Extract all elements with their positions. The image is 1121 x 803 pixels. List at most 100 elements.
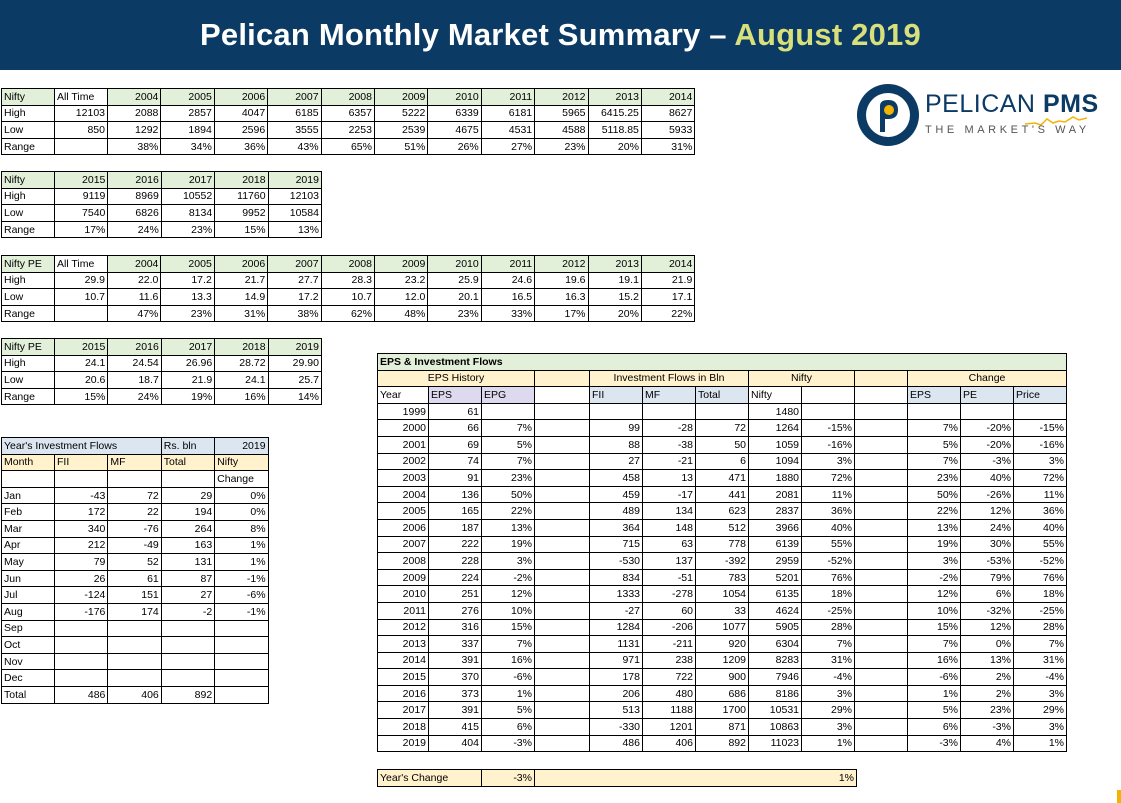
value-cell: [854, 618, 908, 637]
row-label: High: [1, 271, 55, 290]
value-cell: 10.7: [320, 288, 375, 306]
value-cell: 3%: [907, 552, 961, 570]
value-cell: 151: [107, 586, 162, 604]
value-cell: 36%: [801, 502, 855, 520]
header-row: Nifty 2015 2016 2017 2018 2019: [1, 171, 322, 189]
value-cell: 36%: [1013, 502, 1067, 520]
row-label: Range: [1, 304, 55, 323]
column-header: 2012: [534, 88, 589, 106]
total-value: 486: [53, 685, 109, 704]
value-cell: 2081: [748, 485, 802, 504]
value-cell: -15%: [801, 419, 855, 437]
month-row: Oct: [1, 636, 269, 654]
years-investment-flows-table: Year's Investment Flows Rs. bln 2019 Month F…: [1, 437, 269, 704]
table-row: Range 17% 24% 23% 15% 13%: [1, 220, 322, 239]
value-cell: 17.1: [640, 288, 696, 306]
year-row: 2011 276 10% -27 60 33 4624 -25% 10% -32% -25%: [377, 601, 1067, 620]
value-cell: [534, 568, 590, 587]
value-cell: [854, 701, 908, 720]
column-header: 2010: [427, 255, 482, 273]
value-cell: 8134: [160, 204, 216, 222]
year-row: 2008 228 3% -530 137 -392 2959 -52% 3% -53% -52%: [377, 552, 1067, 570]
value-cell: 6%: [960, 585, 1014, 603]
value-cell: 40%: [801, 518, 855, 537]
value-cell: [907, 402, 961, 421]
nifty-range-table-2004-2014: Nifty All Time 2004 2005 2006 2007 2008 2009 201…: [1, 88, 696, 156]
value-cell: 1209: [695, 651, 749, 670]
value-cell: 391: [428, 701, 482, 720]
value-cell: [107, 652, 162, 671]
month-row: Jun 26 61 87 -1%: [1, 569, 269, 588]
value-cell: [534, 485, 590, 504]
value-cell: [854, 734, 908, 753]
value-cell: 5%: [481, 435, 535, 454]
pelican-logo-icon: [857, 84, 919, 146]
value-cell: 337: [428, 635, 482, 653]
value-cell: [854, 585, 908, 603]
year-cell: 2007: [377, 535, 429, 554]
value-cell: [854, 568, 908, 587]
value-cell: [1013, 402, 1067, 421]
value-cell: 415: [428, 718, 482, 736]
value-cell: 10531: [748, 701, 802, 720]
row-label: Range: [1, 137, 55, 156]
column-header: 2005: [160, 255, 215, 273]
value-cell: -16%: [1013, 435, 1067, 454]
value-cell: 1264: [748, 419, 802, 437]
column-header: 2006: [213, 88, 269, 106]
column-header: All Time: [54, 88, 108, 106]
value-cell: 18%: [801, 585, 855, 603]
value-cell: 15%: [53, 387, 109, 406]
value-cell: 971: [589, 651, 643, 670]
year-cell: 2014: [377, 651, 429, 670]
value-cell: 1480: [748, 402, 802, 421]
value-cell: 24.6: [480, 271, 536, 290]
value-cell: 40%: [960, 469, 1014, 487]
year-row: 2002 74 7% 27 -21 6 1094 3% 7% -3% 3%: [377, 452, 1067, 471]
value-cell: 50%: [481, 485, 535, 504]
value-cell: 7540: [53, 204, 109, 222]
column-header: MF: [642, 386, 696, 404]
value-cell: 23%: [960, 701, 1014, 720]
value-cell: -4%: [1013, 668, 1067, 686]
year-row: 2017 391 5% 513 1188 1700 10531 29% 5% 23% 29%: [377, 701, 1067, 720]
value-cell: 23%: [481, 469, 535, 487]
value-cell: 63: [642, 535, 696, 554]
title-row: Year's Investment Flows Rs. bln 2019: [1, 437, 269, 455]
value-cell: 1201: [642, 718, 696, 736]
value-cell: -32%: [960, 601, 1014, 620]
value-cell: 206: [589, 684, 643, 703]
title-month: August 2019: [734, 17, 921, 52]
column-header: Price: [1013, 386, 1067, 404]
value-cell: [854, 502, 908, 520]
year-cell: 2003: [377, 469, 429, 487]
value-cell: 65%: [320, 137, 375, 156]
value-cell: 6339: [427, 104, 482, 123]
value-cell: [854, 635, 908, 653]
value-cell: 15.2: [587, 288, 642, 306]
value-cell: 20%: [587, 137, 642, 156]
value-cell: 24.54: [107, 354, 162, 373]
value-cell: 55%: [1013, 535, 1067, 554]
value-cell: 391: [428, 651, 482, 670]
value-cell: [534, 684, 590, 703]
empty-cell: [854, 386, 908, 404]
year-row: 2006 187 13% 364 148 512 3966 40% 13% 24% 40%: [377, 518, 1067, 537]
value-cell: -3%: [960, 718, 1014, 736]
value-cell: 36%: [213, 137, 269, 156]
year-row: 2018 415 6% -330 1201 871 10863 3% 6% -3% 3%: [377, 718, 1067, 736]
column-header: 2006: [213, 255, 269, 273]
value-cell: 12103: [267, 187, 322, 206]
group-investment-flows: Investment Flows in Bln: [589, 369, 749, 388]
value-cell: [854, 402, 908, 421]
month-label: Dec: [1, 669, 55, 687]
value-cell: 194: [160, 503, 216, 521]
value-cell: [107, 669, 162, 687]
value-cell: [854, 518, 908, 537]
value-cell: 19%: [160, 387, 216, 406]
value-cell: [534, 701, 590, 720]
value-cell: [854, 469, 908, 487]
column-header: EPS: [428, 386, 482, 404]
value-cell: [854, 552, 908, 570]
value-cell: 10552: [160, 187, 216, 206]
